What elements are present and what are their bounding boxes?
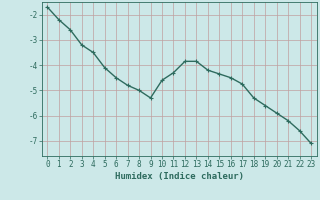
X-axis label: Humidex (Indice chaleur): Humidex (Indice chaleur)	[115, 172, 244, 181]
